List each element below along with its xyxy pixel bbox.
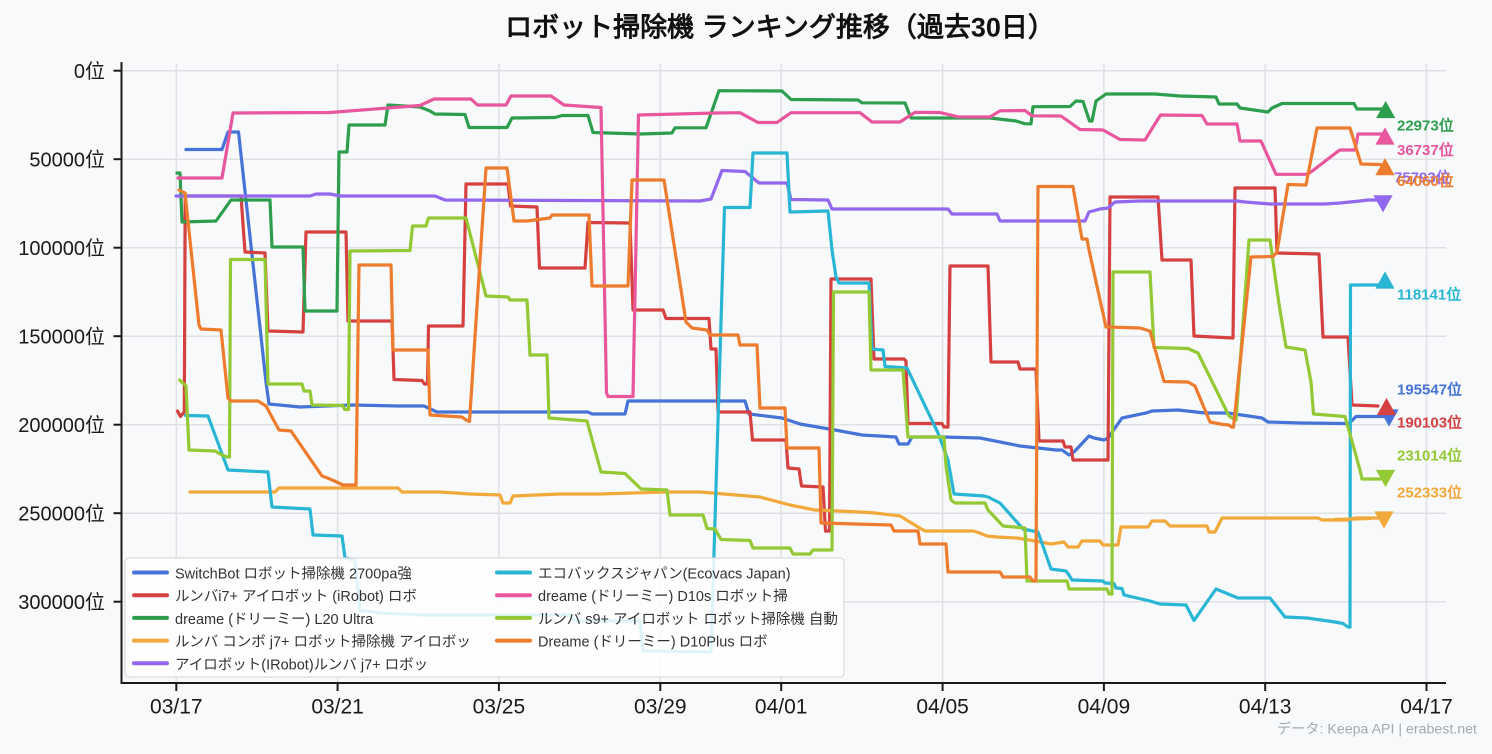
svg-text:50000位: 50000位 xyxy=(29,148,105,171)
svg-text:アイロボット(IRobot)ルンバ j7+ ロボッ: アイロボット(IRobot)ルンバ j7+ ロボッ xyxy=(175,656,428,673)
svg-text:250000位: 250000位 xyxy=(18,502,105,525)
svg-text:04/17: 04/17 xyxy=(1400,695,1453,718)
svg-text:300000位: 300000位 xyxy=(18,591,105,614)
svg-text:75793位: 75793位 xyxy=(1394,168,1451,186)
svg-text:36737位: 36737位 xyxy=(1397,141,1454,159)
svg-text:200000位: 200000位 xyxy=(18,414,105,437)
svg-text:ルンバi7+ アイロボット (iRobot) ロボ: ルンバi7+ アイロボット (iRobot) ロボ xyxy=(175,588,417,605)
svg-text:ルンバ s9+ アイロボット ロボット掃除機 自動: ルンバ s9+ アイロボット ロボット掃除機 自動 xyxy=(538,610,838,628)
svg-text:dreame (ドリーミー) D10s ロボット掃: dreame (ドリーミー) D10s ロボット掃 xyxy=(538,587,788,605)
svg-text:190103位: 190103位 xyxy=(1397,413,1462,431)
svg-text:04/09: 04/09 xyxy=(1078,695,1131,718)
svg-text:03/29: 03/29 xyxy=(634,695,687,718)
svg-text:231014位: 231014位 xyxy=(1397,446,1462,464)
svg-text:エコバックスジャパン(Ecovacs Japan): エコバックスジャパン(Ecovacs Japan) xyxy=(538,566,791,583)
svg-text:03/25: 03/25 xyxy=(473,695,526,718)
svg-text:118141位: 118141位 xyxy=(1397,285,1461,303)
svg-text:03/17: 03/17 xyxy=(150,695,203,718)
svg-text:22973位: 22973位 xyxy=(1397,117,1454,135)
svg-text:100000位: 100000位 xyxy=(18,237,105,260)
svg-text:dreame (ドリーミー) L20 Ultra: dreame (ドリーミー) L20 Ultra xyxy=(175,612,374,628)
svg-text:150000位: 150000位 xyxy=(18,325,105,348)
svg-text:データ: Keepa API | erabest.net: データ: Keepa API | erabest.net xyxy=(1277,721,1477,738)
svg-text:04/13: 04/13 xyxy=(1239,695,1292,718)
svg-text:195547位: 195547位 xyxy=(1397,380,1462,398)
svg-text:ロボット掃除機 ランキング推移（過去30日）: ロボット掃除機 ランキング推移（過去30日） xyxy=(505,12,1055,43)
svg-text:64060位: 64060位 xyxy=(1397,172,1454,190)
svg-text:03/21: 03/21 xyxy=(311,695,364,718)
svg-text:04/05: 04/05 xyxy=(916,695,969,718)
svg-text:SwitchBot ロボット掃除機 2700pa強: SwitchBot ロボット掃除機 2700pa強 xyxy=(175,565,412,583)
svg-text:04/01: 04/01 xyxy=(755,695,808,718)
svg-text:0位: 0位 xyxy=(74,60,105,83)
svg-text:252333位: 252333位 xyxy=(1397,483,1462,501)
svg-text:Dreame (ドリーミー) D10Plus ロボ: Dreame (ドリーミー) D10Plus ロボ xyxy=(538,634,768,651)
svg-text:ルンバ コンボ j7+ ロボット掃除機 アイロボッ: ルンバ コンボ j7+ ロボット掃除機 アイロボッ xyxy=(175,633,471,651)
